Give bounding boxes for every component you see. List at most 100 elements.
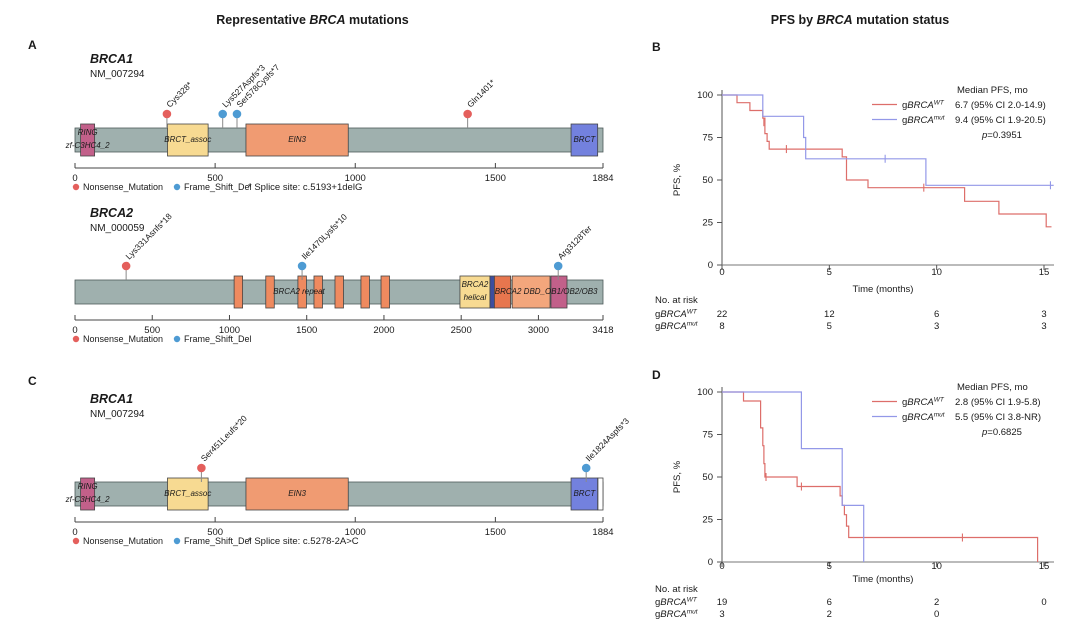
km-legend-median: 6.7 (95% CI 2.0-14.9) bbox=[955, 100, 1046, 111]
at-risk-value: 3 bbox=[1041, 321, 1046, 332]
title-text: mutations bbox=[345, 13, 409, 27]
axis-tick-label: 1000 bbox=[219, 325, 240, 336]
gene-superscript: WT bbox=[687, 309, 698, 316]
domain-box bbox=[265, 275, 275, 309]
km-y-tick-label: 0 bbox=[708, 260, 713, 271]
at-risk-value: 2 bbox=[934, 597, 939, 608]
km-y-tick-label: 25 bbox=[702, 218, 713, 229]
km-x-tick-label: 15 bbox=[1039, 561, 1050, 572]
mutation-label: Ser451Leufs*20 bbox=[199, 413, 249, 463]
panel-b-letter: B bbox=[652, 40, 661, 54]
gene-symbol: BRCA bbox=[907, 100, 933, 111]
mutation-dot bbox=[197, 463, 206, 473]
at-risk-value: 3 bbox=[719, 609, 724, 620]
gene-superscript: WT bbox=[934, 100, 945, 107]
km-y-tick-label: 100 bbox=[697, 90, 713, 101]
legend-dot bbox=[72, 183, 80, 191]
gene-name: BRCA1 bbox=[90, 392, 134, 406]
km-legend-name: gBRCAmut bbox=[902, 115, 946, 127]
km-x-axis-label: Time (months) bbox=[853, 284, 914, 295]
gene-superscript: mut bbox=[687, 321, 699, 328]
domain-box bbox=[570, 477, 599, 511]
km-pvalue: p=0.3951 bbox=[981, 130, 1022, 141]
domain-label: BRCT bbox=[573, 135, 596, 144]
mutation-label: Gln1401* bbox=[465, 77, 498, 110]
km-pvalue-text: =0.3951 bbox=[987, 130, 1022, 141]
axis-tick-label: 3418 bbox=[592, 325, 613, 336]
domain-box bbox=[233, 275, 244, 309]
km-curve-mut bbox=[722, 391, 865, 562]
km-x-tick-label: 0 bbox=[719, 267, 724, 278]
splice-note: * Splice site: c.5193+1delG bbox=[248, 182, 362, 193]
gene-superscript: mut bbox=[687, 609, 699, 616]
panel-c-letter: C bbox=[28, 374, 37, 388]
domain-box bbox=[597, 477, 604, 511]
domain-box bbox=[245, 123, 349, 157]
gene-superscript: WT bbox=[687, 597, 698, 604]
at-risk-value: 8 bbox=[719, 321, 724, 332]
km-pvalue-symbol: p bbox=[981, 130, 987, 141]
gene-superscript: WT bbox=[934, 397, 945, 404]
axis-tick-label: 2500 bbox=[451, 325, 472, 336]
domain-box bbox=[167, 123, 209, 157]
gene-transcript: NM_007294 bbox=[90, 69, 145, 80]
km-legend-header: Median PFS, mo bbox=[957, 382, 1028, 393]
brca2-lollipop-plot-panel-a: BRCA2 helical BRCA2 repeat BRCA2 DBD_OB1/OB… bbox=[72, 211, 613, 344]
gene-name: BRCA2 bbox=[90, 206, 134, 220]
km-curve-plot-panel-d: 0 25 50 75 100 0 5 10 15 Time (months) PFS, % Media… bbox=[655, 382, 1054, 620]
axis-tick-label: 1000 bbox=[345, 173, 366, 184]
gene-prefix: g bbox=[655, 609, 660, 620]
panel-d-letter: D bbox=[652, 368, 661, 382]
left-column-title: Representative BRCA mutations bbox=[0, 13, 625, 27]
domain-box bbox=[80, 477, 96, 511]
km-y-axis-label: PFS, % bbox=[672, 163, 683, 196]
mutation-label: Cys328* bbox=[164, 79, 194, 109]
domain-label: EIN3 bbox=[288, 489, 306, 498]
km-legend-name: gBRCAmut bbox=[902, 412, 946, 424]
gene-transcript: NM_007294 bbox=[90, 409, 145, 420]
domain-label: helical bbox=[464, 293, 487, 302]
km-pvalue: p=0.6825 bbox=[981, 427, 1022, 438]
km-legend-name: gBRCAWT bbox=[902, 100, 945, 112]
at-risk-value: 6 bbox=[827, 597, 832, 608]
mutation-dot bbox=[218, 109, 227, 119]
gene-symbol: BRCA bbox=[660, 597, 686, 608]
title-text: Representative bbox=[216, 13, 310, 27]
gene-symbol: BRCA bbox=[660, 321, 686, 332]
domain-label: BRCT bbox=[573, 489, 596, 498]
axis-tick-label: 500 bbox=[207, 527, 223, 538]
legend-label: Frame_Shift_Del bbox=[184, 334, 252, 344]
gene-prefix: g bbox=[655, 309, 660, 320]
gene-name: BRCA1 bbox=[90, 52, 134, 66]
at-risk-value: 12 bbox=[824, 309, 835, 320]
title-text: mutation status bbox=[852, 13, 950, 27]
axis-tick-label: 500 bbox=[207, 173, 223, 184]
domain-box bbox=[80, 123, 96, 157]
axis-tick-label: 2000 bbox=[373, 325, 394, 336]
gene-symbol: BRCA bbox=[907, 115, 933, 126]
km-y-tick-label: 0 bbox=[708, 557, 713, 568]
at-risk-header: No. at risk bbox=[655, 295, 698, 306]
brca1-lollipop-plot-panel-c: RING zf-C3HC4_2 BRCT_assoc EIN3 BRCT Ser451Le… bbox=[65, 413, 632, 547]
gene-symbol: BRCA bbox=[907, 412, 933, 423]
title-text: PFS by bbox=[770, 13, 817, 27]
km-y-tick-label: 25 bbox=[702, 515, 713, 526]
domain-label: BRCT_assoc bbox=[164, 135, 211, 144]
axis-tick-label: 1500 bbox=[485, 527, 506, 538]
axis-tick-label: 1884 bbox=[592, 173, 613, 184]
title-gene-italic: BRCA bbox=[816, 13, 853, 27]
at-risk-value: 0 bbox=[1041, 597, 1046, 608]
domain-label: RING bbox=[78, 128, 98, 137]
legend-label: Frame_Shift_Del bbox=[184, 536, 252, 546]
at-risk-row-label: gBRCAWT bbox=[655, 309, 698, 321]
km-legend-header: Median PFS, mo bbox=[957, 85, 1028, 96]
gene-prefix: g bbox=[902, 412, 907, 423]
panel-a-letter: A bbox=[28, 38, 37, 52]
legend-label: Frame_Shift_Del bbox=[184, 182, 252, 192]
domain-label: BRCT_assoc bbox=[164, 489, 211, 498]
km-curve-WT bbox=[722, 391, 1039, 562]
axis-tick-label: 0 bbox=[72, 527, 77, 538]
legend-label: Nonsense_Mutation bbox=[83, 334, 163, 344]
gene-prefix: g bbox=[902, 397, 907, 408]
splice-note: * Splice site: c.5278-2A>C bbox=[248, 536, 359, 547]
